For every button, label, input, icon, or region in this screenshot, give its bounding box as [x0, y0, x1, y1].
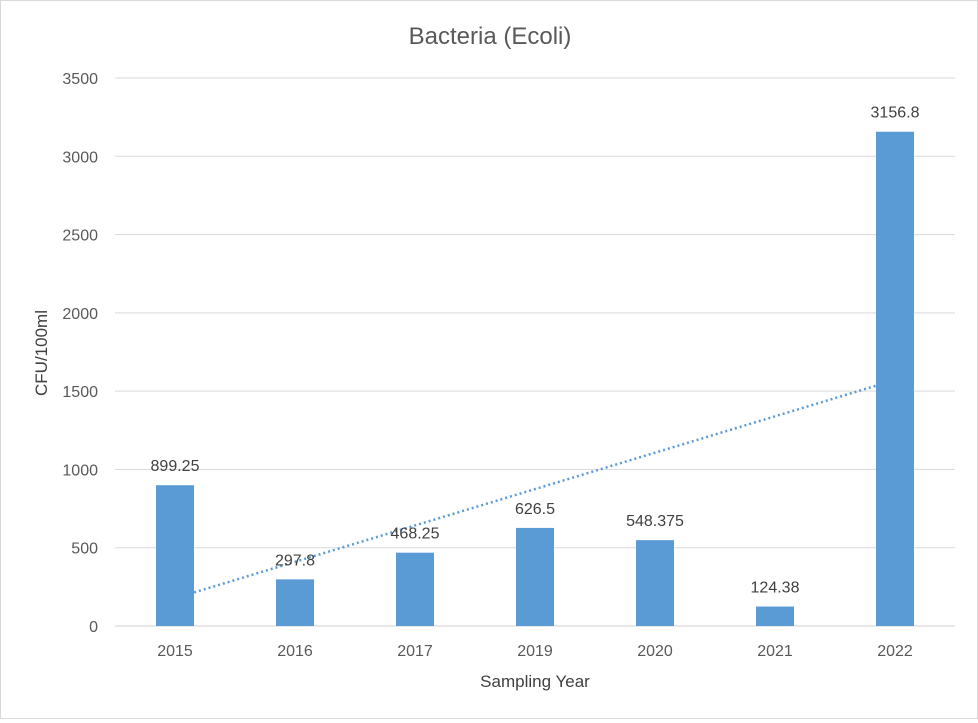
- trendline: [174, 378, 896, 600]
- bar-2017: [396, 552, 434, 626]
- trendline-layer: [174, 378, 896, 600]
- y-tick-label: 3500: [62, 71, 98, 88]
- data-label-2020: 548.375: [626, 513, 684, 530]
- data-label-2016: 297.8: [275, 552, 315, 569]
- data-label-2021: 124.38: [751, 580, 800, 597]
- bar-2016: [276, 579, 314, 626]
- bar-2019: [516, 527, 554, 626]
- bar-2015: [156, 485, 194, 626]
- y-tick-label: 500: [71, 541, 98, 558]
- y-tick-label: 2500: [62, 228, 98, 245]
- data-label-2015: 899.25: [151, 458, 200, 475]
- x-tick-label: 2016: [277, 643, 313, 660]
- y-axis-title: CFU/100ml: [32, 310, 51, 396]
- y-tick-label: 2000: [62, 306, 98, 323]
- x-tick-label: 2020: [637, 643, 673, 660]
- y-tick-label: 1000: [62, 462, 98, 479]
- chart-title: Bacteria (Ecoli): [409, 23, 572, 50]
- x-tick-label: 2022: [877, 643, 913, 660]
- x-tick-label: 2017: [397, 643, 433, 660]
- y-axis-ticks: 0 500 1000 1500 2000 2500 3000 3500: [62, 71, 98, 636]
- bar-2021: [756, 606, 794, 626]
- x-tick-label: 2015: [157, 643, 193, 660]
- bar-2022: [876, 131, 914, 626]
- data-label-2017: 468.25: [391, 526, 440, 543]
- x-axis-title: Sampling Year: [480, 672, 590, 691]
- y-tick-label: 0: [89, 619, 98, 636]
- bars: [156, 131, 914, 626]
- data-labels: 899.25 297.8 468.25 626.5 548.375 124.38 3156.…: [151, 105, 920, 597]
- x-tick-label: 2021: [757, 643, 793, 660]
- y-tick-label: 3000: [62, 149, 98, 166]
- x-tick-label: 2019: [517, 643, 553, 660]
- gridlines: [115, 77, 955, 627]
- x-axis-ticks: 2015 2016 2017 2019 2020 2021 2022: [157, 643, 913, 660]
- y-tick-label: 1500: [62, 384, 98, 401]
- bar-2020: [636, 540, 674, 626]
- data-label-2022: 3156.8: [871, 105, 920, 122]
- data-label-2019: 626.5: [515, 501, 555, 518]
